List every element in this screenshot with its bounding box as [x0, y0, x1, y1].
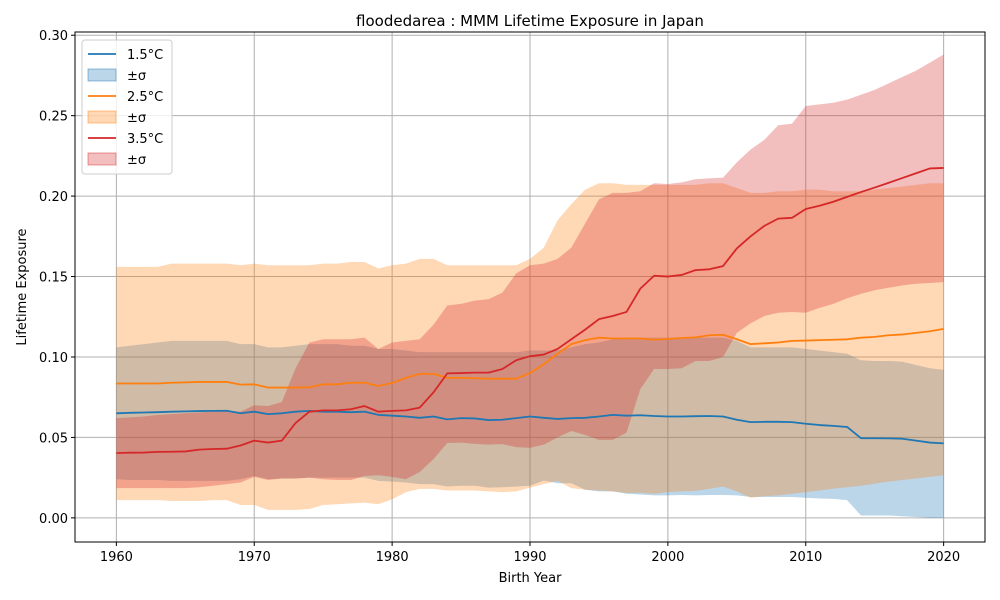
x-tick-label: 2010 [789, 550, 822, 565]
legend-band-label: ±σ [127, 111, 146, 126]
legend: 1.5°C ±σ 2.5°C ±σ 3.5°C ±σ [81, 39, 173, 175]
x-axis-label: Birth Year [499, 571, 563, 586]
legend-band-swatch [87, 152, 117, 166]
series-lines [116, 167, 944, 454]
legend-band-swatch [87, 110, 117, 124]
y-axis-label: Lifetime Exposure [15, 228, 30, 345]
x-tick-label: 1960 [100, 550, 133, 565]
chart-title: floodedarea : MMM Lifetime Exposure in J… [356, 12, 704, 30]
legend-band-label: ±σ [127, 153, 146, 168]
legend-label: 1.5°C [127, 48, 163, 63]
x-tick-label: 2020 [927, 550, 960, 565]
x-tick-label: 2000 [651, 550, 684, 565]
line-series-2 [116, 327, 944, 389]
uncertainty-bands [116, 54, 944, 518]
x-tick-label: 1990 [513, 550, 546, 565]
axis-ticks: 1960 1970 1980 1990 2000 2010 2020 0.00 0.05 0.10… [39, 29, 960, 565]
band-series-1 [116, 337, 944, 518]
legend-box [81, 39, 173, 175]
y-tick-label: 0.10 [39, 351, 68, 366]
y-tick-label: 0.05 [39, 431, 68, 446]
y-tick-label: 0.25 [39, 110, 68, 125]
band-series-2 [116, 183, 944, 510]
x-tick-label: 1980 [376, 550, 409, 565]
y-tick-label: 0.20 [39, 190, 68, 205]
y-tick-label: 0.00 [39, 512, 68, 527]
legend-band-swatch [87, 68, 117, 82]
legend-label: 3.5°C [127, 132, 163, 147]
legend-label: 2.5°C [127, 90, 163, 105]
x-tick-label: 1970 [238, 550, 271, 565]
band-series-3 [116, 54, 944, 489]
y-tick-label: 0.30 [39, 29, 68, 44]
legend-band-label: ±σ [127, 69, 146, 84]
line-series-3 [116, 167, 944, 454]
y-tick-label: 0.15 [39, 271, 68, 286]
line-series-1 [116, 409, 944, 445]
